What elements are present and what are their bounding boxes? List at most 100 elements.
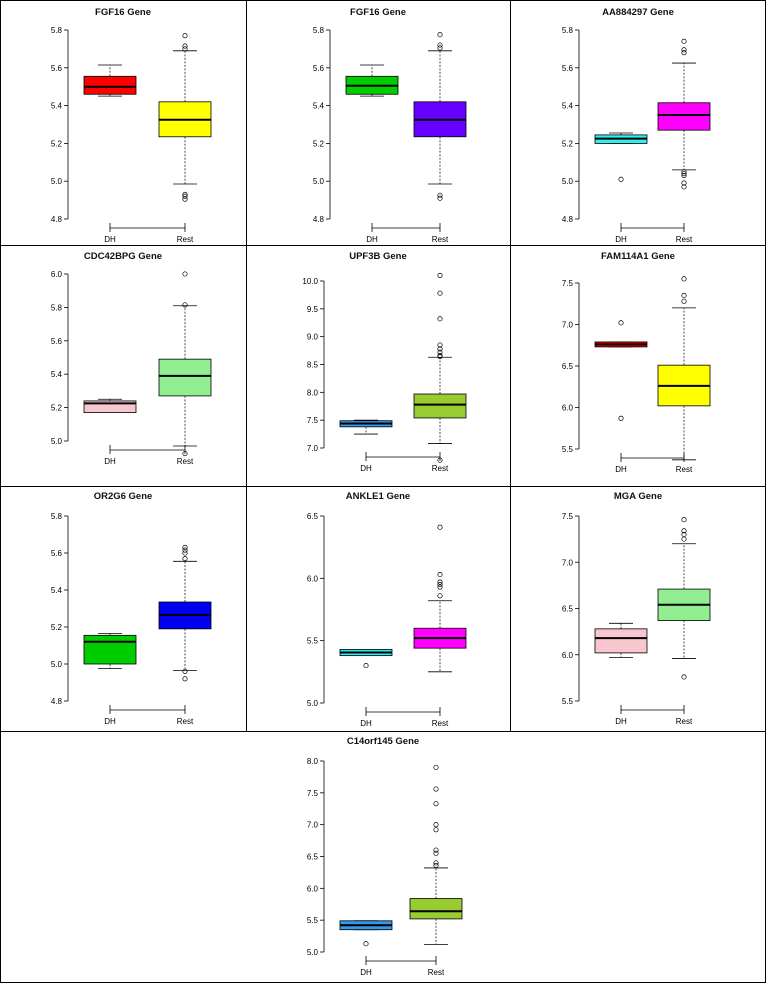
- outlier-point: [618, 176, 624, 182]
- y-tick-label: 5.6: [562, 64, 574, 73]
- y-tick-label: 5.8: [51, 303, 63, 312]
- x-tick-label: DH: [360, 968, 372, 977]
- chart-title: FAM114A1 Gene: [601, 251, 675, 262]
- boxplot-svg: 4.8 5.0 5.2 5.4 5.6 5.8 DH Rest: [313, 26, 467, 244]
- outlier-point: [433, 827, 439, 833]
- x-tick-label: Rest: [177, 457, 194, 466]
- y-tick-label: 5.6: [313, 64, 325, 73]
- box-group: [158, 33, 212, 202]
- y-tick-label: 4.8: [562, 215, 574, 224]
- outlier-point: [182, 46, 188, 52]
- y-tick-label: 5.2: [313, 139, 325, 148]
- boxplot-panel: FGF16 Gene 4.8 5.0 5.2 5.4 5.6 5.8 DH Rest: [246, 0, 510, 245]
- boxplot-panel: OR2G6 Gene 4.8 5.0 5.2 5.4 5.6 5.8 DH Rest: [0, 486, 246, 731]
- boxplot-panel: AA884297 Gene 4.8 5.0 5.2 5.4 5.6 5.8 DH Rest: [510, 0, 766, 245]
- y-tick-label: 7.0: [307, 444, 319, 453]
- outlier-point: [437, 584, 443, 590]
- x-tick-label: DH: [360, 464, 372, 473]
- y-tick-label: 5.4: [51, 586, 63, 595]
- outlier-point: [363, 941, 369, 947]
- outlier-point: [681, 298, 687, 304]
- box-iqr: [83, 75, 137, 95]
- outlier-point: [437, 342, 443, 348]
- x-axis-line: [365, 452, 441, 458]
- y-tick-label: 5.2: [51, 623, 63, 632]
- outlier-point: [437, 593, 443, 599]
- x-tick-label: DH: [615, 465, 627, 474]
- boxplot-panel: FAM114A1 Gene 5.5 6.0 6.5 7.0 7.5 DH Rest: [510, 245, 766, 486]
- row-divider: [0, 731, 766, 732]
- y-tick-label: 6.0: [562, 651, 574, 660]
- boxplot-svg: 4.8 5.0 5.2 5.4 5.6 5.8 DH Rest: [51, 26, 212, 244]
- y-tick-label: 7.5: [562, 512, 574, 521]
- outlier-point: [182, 191, 188, 197]
- x-axis-line: [109, 223, 186, 229]
- y-tick-label: 5.4: [51, 102, 63, 111]
- boxplot-svg: 5.0 5.5 6.0 6.5 7.0 7.5 8.0 DH Rest: [307, 757, 463, 977]
- outlier-point: [437, 349, 443, 355]
- outlier-point: [437, 582, 443, 588]
- outlier-point: [182, 43, 188, 49]
- y-tick-label: 6.0: [307, 884, 319, 893]
- boxplot-panel: FGF16 Gene 4.8 5.0 5.2 5.4 5.6 5.8 DH Rest: [0, 0, 246, 245]
- x-axis-line: [109, 705, 186, 711]
- box-group: [339, 920, 393, 947]
- x-tick-label: DH: [104, 457, 116, 466]
- box-group: [657, 517, 711, 680]
- x-tick-label: Rest: [177, 717, 194, 726]
- box-iqr: [158, 358, 212, 397]
- y-tick-label: 4.8: [313, 215, 325, 224]
- y-tick-label: 6.5: [307, 853, 319, 862]
- y-tick-label: 5.8: [51, 512, 63, 521]
- boxplot-svg: 7.0 7.5 8.0 8.5 9.0 9.5 10.0 DH Rest: [302, 272, 467, 473]
- chart-title: FGF16 Gene: [95, 7, 151, 18]
- outlier-point: [437, 32, 443, 38]
- y-tick-label: 5.5: [562, 697, 574, 706]
- box-iqr: [409, 898, 463, 920]
- outlier-point: [437, 42, 443, 48]
- box-group: [339, 648, 393, 669]
- y-tick-label: 6.5: [307, 512, 319, 521]
- box-iqr: [594, 628, 648, 654]
- outlier-point: [437, 353, 443, 359]
- y-tick-label: 4.8: [51, 697, 63, 706]
- outlier-point: [433, 801, 439, 807]
- boxplot-panel: ANKLE1 Gene 5.0 5.5 6.0 6.5 DH Rest: [246, 486, 510, 731]
- column-divider: [510, 0, 511, 731]
- outlier-point: [681, 517, 687, 523]
- x-tick-label: Rest: [676, 465, 693, 474]
- y-tick-label: 5.2: [562, 139, 574, 148]
- box-group: [158, 544, 212, 682]
- y-tick-label: 5.5: [562, 445, 574, 454]
- outlier-point: [681, 47, 687, 53]
- outlier-point: [182, 302, 188, 308]
- outlier-point: [618, 320, 624, 326]
- chart-title: FGF16 Gene: [350, 7, 406, 18]
- box-iqr: [657, 102, 711, 131]
- outlier-point: [433, 850, 439, 856]
- outlier-point: [182, 544, 188, 551]
- y-tick-label: 6.0: [51, 270, 63, 279]
- y-tick-label: 6.5: [562, 605, 574, 614]
- y-tick-label: 5.6: [51, 549, 63, 558]
- boxplot-svg: 4.8 5.0 5.2 5.4 5.6 5.8 DH Rest: [562, 26, 711, 244]
- y-tick-label: 5.8: [51, 26, 63, 35]
- box-iqr: [83, 400, 137, 414]
- row-divider: [0, 245, 766, 246]
- y-tick-label: 7.0: [562, 321, 574, 330]
- y-tick-label: 5.6: [51, 337, 63, 346]
- x-tick-label: DH: [615, 717, 627, 726]
- boxplot-svg: 5.5 6.0 6.5 7.0 7.5 DH Rest: [562, 512, 711, 726]
- box-group: [83, 633, 137, 670]
- y-tick-label: 5.0: [307, 699, 319, 708]
- boxplot-panel: C14orf145 Gene 5.0 5.5 6.0 6.5 7.0 7.5 8.0 DH Res…: [0, 731, 766, 981]
- x-tick-label: Rest: [432, 719, 449, 728]
- outlier-point: [182, 668, 188, 674]
- box-iqr: [83, 634, 137, 665]
- boxplot-panel: UPF3B Gene 7.0 7.5 8.0 8.5 9.0 9.5 10.0 DH Rest: [246, 245, 510, 486]
- chart-title: AA884297 Gene: [602, 7, 674, 18]
- y-tick-label: 6.5: [562, 362, 574, 371]
- outlier-point: [681, 536, 687, 542]
- y-tick-label: 6.0: [307, 574, 319, 583]
- outlier-point: [182, 33, 188, 39]
